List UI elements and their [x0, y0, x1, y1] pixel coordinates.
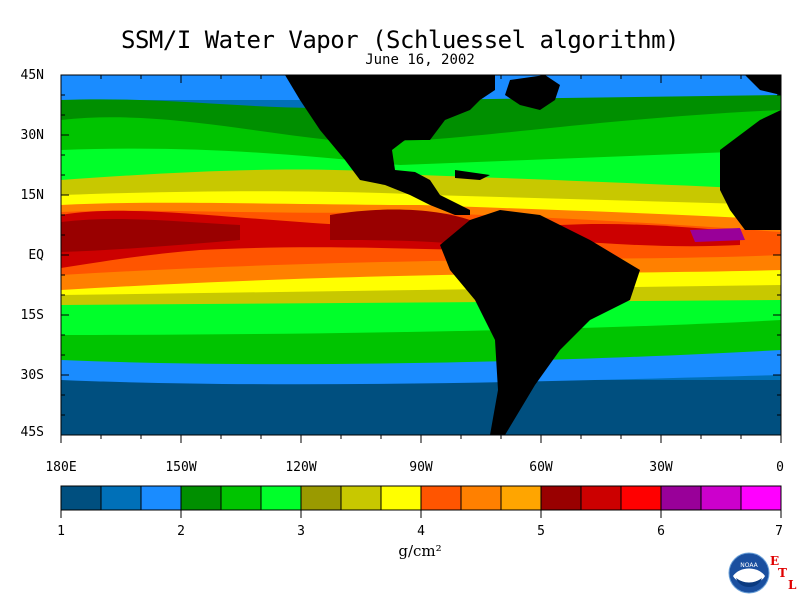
colorbar-label-1: 1	[57, 524, 65, 539]
colorbar-swatch	[740, 485, 782, 511]
colorbar-swatch	[340, 485, 382, 511]
map-title: SSM/I Water Vapor (Schluessel algorithm)	[121, 26, 679, 54]
lon-label-90w: 90W	[409, 460, 433, 475]
colorbar-swatch	[60, 485, 102, 511]
noaa-logo: NOAA	[728, 552, 770, 594]
colorbar-label-6: 6	[657, 524, 665, 539]
colorbar-swatch	[460, 485, 502, 511]
colorbar-swatch	[300, 485, 342, 511]
lat-label-15s: 15S	[20, 308, 44, 323]
colorbar-label-3: 3	[297, 524, 305, 539]
lon-label-0: 0	[776, 460, 784, 475]
colorbar-swatch	[540, 485, 582, 511]
map-field	[61, 75, 781, 435]
colorbar-label-2: 2	[177, 524, 185, 539]
colorbar-swatch	[580, 485, 622, 511]
lat-label-15n: 15N	[20, 188, 44, 203]
colorbar-label-7: 7	[775, 524, 783, 539]
lon-label-30w: 30W	[649, 460, 673, 475]
lon-label-150w: 150W	[165, 460, 197, 475]
lon-label-60w: 60W	[529, 460, 553, 475]
colorbar-units: g/cm²	[398, 542, 442, 560]
lon-label-180e: 180E	[45, 460, 77, 475]
colorbar-swatch	[620, 485, 662, 511]
etl-letter-l: L	[788, 578, 797, 592]
lat-label-eq: EQ	[28, 248, 44, 263]
colorbar-swatch	[260, 485, 302, 511]
colorbar-swatch	[500, 485, 542, 511]
map-ticks	[60, 74, 782, 443]
colorbar-swatch	[100, 485, 142, 511]
colorbar-swatch	[140, 485, 182, 511]
colorbar-swatch	[180, 485, 222, 511]
colorbar-label-5: 5	[537, 524, 545, 539]
lon-label-120w: 120W	[285, 460, 317, 475]
colorbar-swatch	[420, 485, 462, 511]
lat-label-30s: 30S	[20, 368, 44, 383]
colorbar-swatch	[220, 485, 262, 511]
etl-letter-t: T	[778, 566, 787, 580]
svg-text:NOAA: NOAA	[740, 562, 758, 569]
colorbar-swatch	[660, 485, 702, 511]
lat-label-30n: 30N	[20, 128, 44, 143]
colorbar-swatch	[380, 485, 422, 511]
colorbar-swatch	[700, 485, 742, 511]
colorbar-label-4: 4	[417, 524, 425, 539]
etl-letter-e: E	[770, 554, 780, 568]
colorbar	[60, 485, 782, 518]
lat-label-45s: 45S	[20, 425, 44, 440]
map-subtitle: June 16, 2002	[365, 52, 475, 68]
lat-label-45n: 45N	[20, 68, 44, 83]
